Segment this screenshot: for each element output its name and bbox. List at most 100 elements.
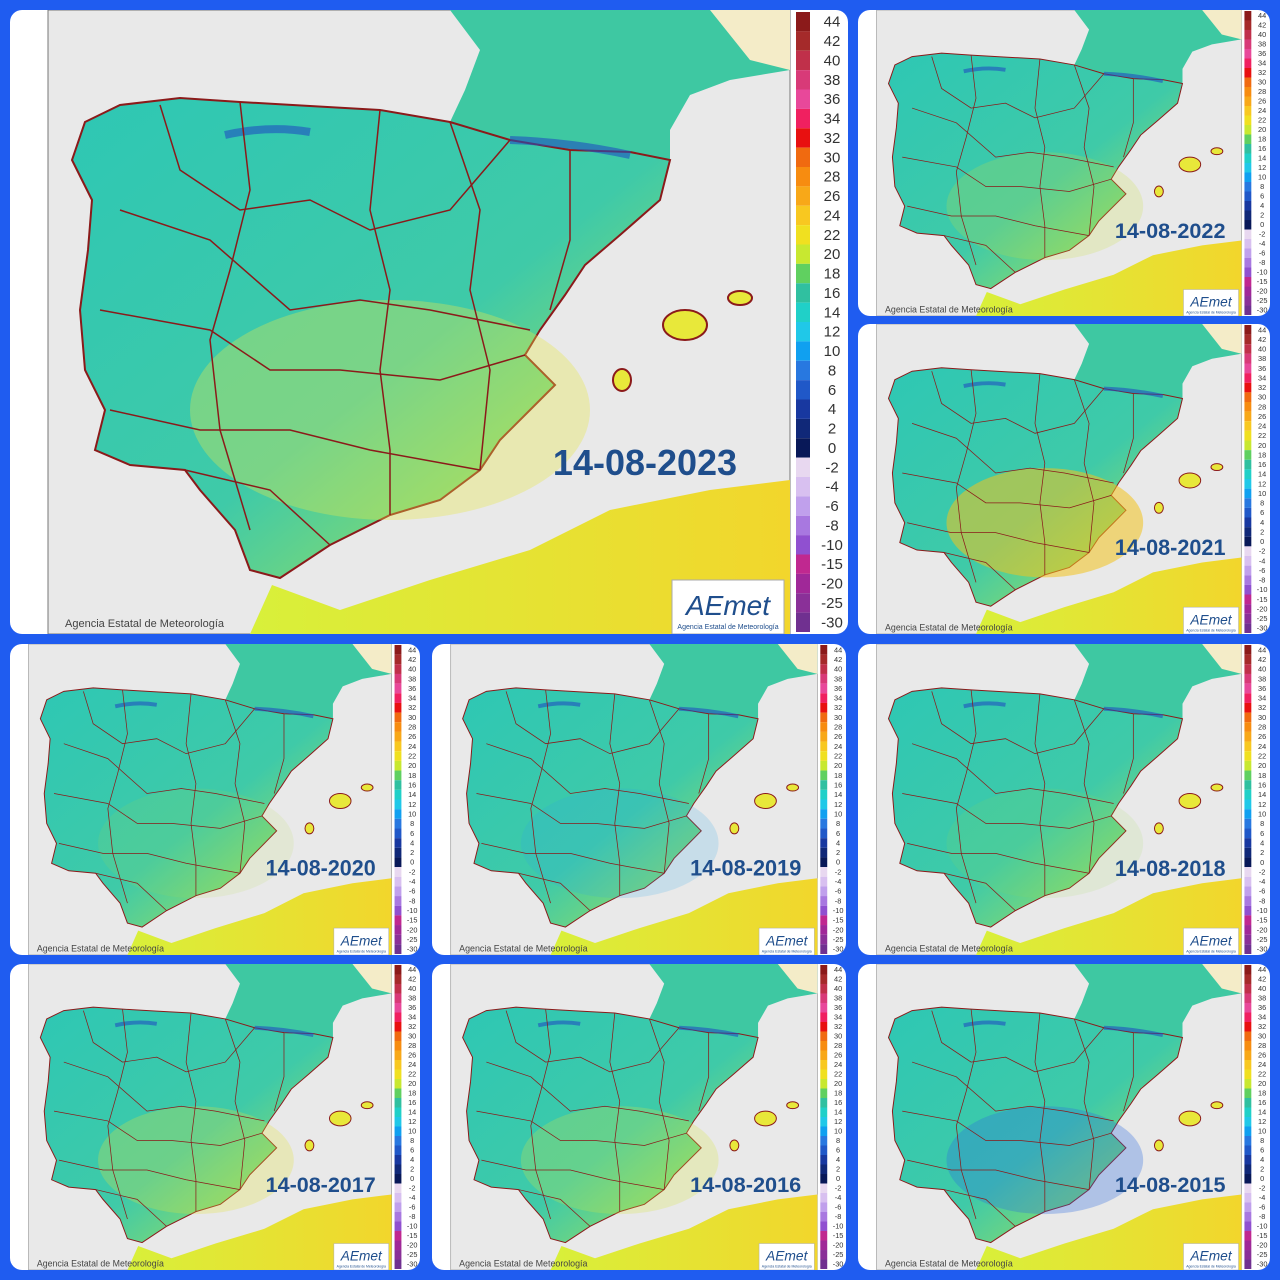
legend-swatch (820, 974, 828, 984)
legend-label: 8 (410, 819, 414, 828)
legend-label: 28 (834, 1041, 842, 1050)
legend-label: 42 (1258, 655, 1266, 664)
province-border (530, 689, 551, 904)
mountains (963, 701, 1164, 719)
date-label: 14-08-2022 (1115, 218, 1226, 243)
legend-swatch (394, 1212, 402, 1222)
legend-swatch (796, 573, 810, 594)
legend-swatch (394, 1136, 402, 1146)
logo-subtitle: Agencia Estatal de Meteorología (1186, 1265, 1236, 1269)
heat-tint (946, 788, 1144, 899)
legend-label: 32 (408, 1022, 416, 1031)
legend-label: 24 (408, 742, 416, 751)
logo-box (671, 579, 785, 634)
province-border (95, 1189, 167, 1227)
legend-label: 4 (836, 838, 840, 847)
legend-swatch (1244, 1231, 1252, 1241)
legend-swatch (394, 838, 402, 848)
province-border (911, 423, 1114, 484)
legend-swatch (1244, 799, 1252, 810)
legend-swatch (820, 1031, 828, 1041)
legend-label: -6 (835, 887, 842, 896)
province-border (505, 1010, 680, 1073)
legend-label: 12 (1258, 1117, 1266, 1126)
heat-tint (190, 300, 590, 520)
legend-label: 6 (410, 829, 414, 838)
legend-label: 32 (408, 703, 416, 712)
legend-swatch (820, 770, 828, 781)
province-border (273, 1032, 285, 1112)
legend-label: 44 (824, 14, 841, 31)
legend-swatch (1244, 86, 1252, 97)
legend-swatch (394, 857, 402, 868)
legend-label: 32 (834, 703, 842, 712)
legend-swatch (1244, 96, 1252, 106)
legend-label: -30 (833, 945, 844, 954)
legend-swatch (1244, 191, 1252, 202)
legend-swatch (1244, 623, 1252, 634)
legend-swatch (820, 993, 828, 1003)
legend-label: -4 (835, 1193, 842, 1202)
legend-label: -25 (1257, 1250, 1268, 1259)
menorca (1210, 463, 1224, 472)
logo: AEmet (765, 932, 809, 948)
legend-swatch (820, 915, 828, 926)
legend-label: 8 (1260, 499, 1264, 508)
legend-label: 36 (408, 1003, 416, 1012)
province-border (530, 1009, 551, 1220)
province-border (943, 1189, 1016, 1227)
logo-subtitle: Agencia Estatal de Meteorología (337, 1265, 386, 1269)
legend-label: 4 (1260, 201, 1264, 210)
legend-swatch (394, 1126, 402, 1137)
legend-label: 34 (1258, 694, 1266, 703)
legend-swatch (1244, 1193, 1252, 1203)
legend-swatch (394, 741, 402, 752)
legend-swatch (820, 1136, 828, 1146)
logo-subtitle: Agencia Estatal de Meteorología (762, 949, 812, 953)
legend-swatch (1244, 363, 1252, 374)
legend-label: -10 (1257, 268, 1268, 277)
legend-swatch (1244, 440, 1252, 451)
legend-swatch (1244, 58, 1252, 68)
legend-swatch (1244, 392, 1252, 402)
legend-label: 2 (1260, 1165, 1264, 1174)
legend-swatch (394, 789, 402, 800)
legend-swatch (1244, 1040, 1252, 1051)
province-border (955, 689, 977, 904)
logo: AEmet (1189, 1249, 1232, 1264)
legend-label: 18 (834, 771, 842, 780)
legend-label: 20 (1258, 1079, 1266, 1088)
legend-label: 20 (834, 761, 842, 770)
legend-label: 30 (1258, 78, 1266, 87)
legend-label: -30 (1257, 945, 1268, 954)
france-east (352, 964, 392, 994)
legend-swatch (820, 664, 828, 674)
legend-label: 16 (1258, 1098, 1266, 1107)
legend-swatch (1244, 143, 1252, 154)
heat-tint (946, 468, 1144, 578)
legend-swatch (394, 654, 402, 665)
legend-label: 10 (834, 1127, 842, 1136)
legend-label: 14 (1258, 470, 1266, 479)
legend-swatch (394, 1193, 402, 1203)
legend-swatch (796, 244, 810, 264)
legend-swatch (1244, 488, 1252, 499)
legend-label: 14 (824, 304, 841, 321)
legend-swatch (820, 1107, 828, 1117)
mallorca (754, 1110, 777, 1127)
legend-swatch (796, 477, 810, 497)
legend-label: 36 (824, 91, 841, 108)
france (1074, 644, 1242, 719)
legend-swatch (1244, 925, 1252, 935)
heat-tint (946, 1106, 1144, 1215)
legend-label: 22 (408, 751, 416, 760)
map-panel: 44 42 40 38 36 34 32 30 28 26 24 22 20 18 16 14 12 10 8 6 4 2… (10, 10, 848, 634)
province-border (1123, 78, 1134, 158)
legend-label: 16 (408, 780, 416, 789)
legend-label: 26 (824, 188, 841, 205)
legend-swatch (1244, 847, 1252, 858)
legend-swatch (796, 612, 810, 632)
legend-label: -25 (821, 595, 843, 612)
legend-swatch (1244, 324, 1252, 335)
legend-swatch (820, 857, 828, 868)
